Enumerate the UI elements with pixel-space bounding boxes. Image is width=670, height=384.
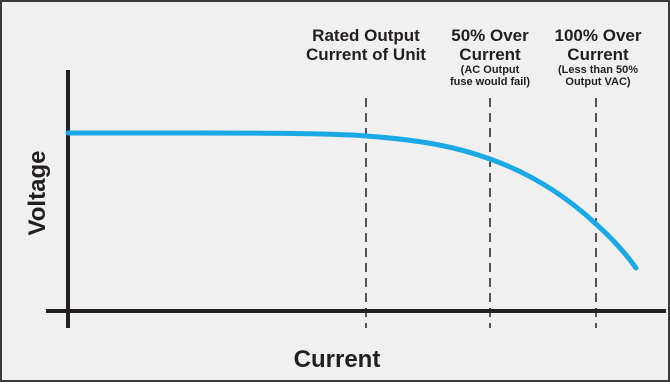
marker-50-title-2: Current [459,45,521,64]
marker-50-title-1: 50% Over [451,26,529,45]
y-axis-title: Voltage [24,143,52,243]
y-axis-title-text: Voltage [24,150,51,236]
marker-rated-title-1: Rated Output [312,26,420,45]
marker-100-note-1: (Less than 50% [557,64,639,76]
marker-rated-label: Rated Output Current of Unit [292,26,440,64]
marker-rated-title-2: Current of Unit [306,45,426,64]
marker-100-title-2: Current [567,45,629,64]
marker-100-title-1: 100% Over [554,26,642,45]
x-axis-title: Current [2,346,670,374]
voltage-curve [65,130,639,271]
marker-100-note-2: Output VAC) [565,76,631,88]
marker-50-note-2: fuse would fail) [449,76,531,88]
marker-50-label: 50% Over Current (AC Output fuse would f… [434,26,546,88]
marker-100-label: 100% Over Current (Less than 50% Output … [542,26,654,88]
x-axis-title-text: Current [293,346,381,373]
marker-50-note-1: (AC Output [460,64,520,76]
